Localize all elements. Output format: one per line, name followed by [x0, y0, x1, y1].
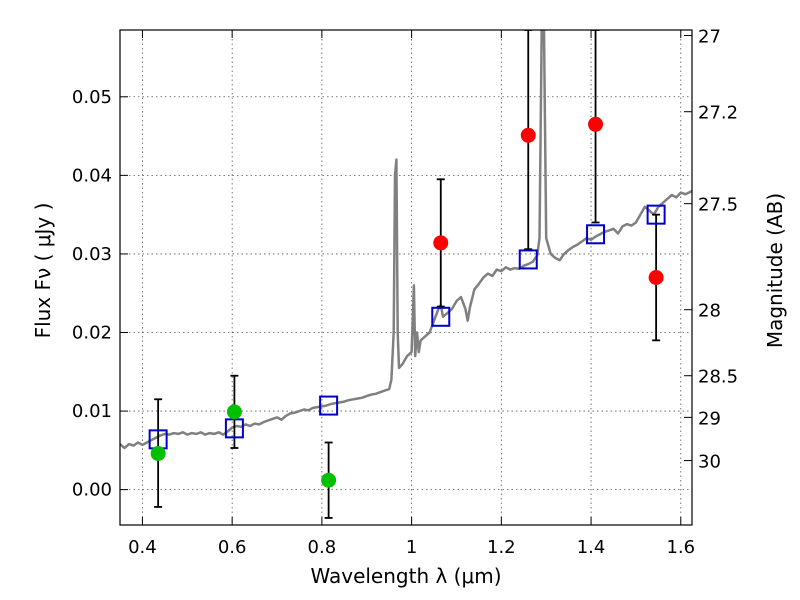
error-bars — [154, 30, 661, 519]
grid — [120, 30, 692, 525]
x-tick-label: 1 — [406, 537, 417, 558]
observed-flux-point — [150, 446, 166, 461]
y2-tick-label: 30 — [698, 452, 721, 473]
observed-flux-point — [520, 127, 536, 143]
x-tick-label: 1.4 — [577, 537, 606, 558]
y2-tick-label: 29 — [698, 408, 721, 429]
observed-flux-point — [226, 404, 242, 420]
observed-flux-point — [433, 235, 449, 251]
model-photometry-square — [431, 306, 451, 327]
x-tick-label: 1.6 — [666, 537, 695, 558]
y2-tick-label: 28 — [698, 301, 721, 322]
y-tick-label: 0.04 — [72, 165, 112, 186]
y2-tick-label: 28.5 — [698, 367, 738, 388]
model-photometry-square — [586, 224, 606, 245]
observed-flux-point — [648, 270, 664, 285]
x-axis-label: Wavelength λ (μm) — [310, 564, 501, 588]
axis-ticks: 0.4 0.6 0.8 1 1.2 1.4 1.6 0.00 0.01 0.02 0.03 0.04 0… — [72, 27, 738, 559]
y2-tick-label: 27.5 — [698, 195, 738, 216]
observed-flux-point — [588, 116, 604, 132]
y-tick-label: 0.03 — [72, 244, 112, 265]
y2-axis-label: Magnitude (AB) — [763, 193, 787, 348]
y2-tick-label: 27.2 — [698, 103, 738, 124]
model-spectrum — [120, 30, 692, 450]
y-axis-label: Flux Fν ( μJy ) — [31, 203, 55, 339]
y-tick-label: 0.01 — [72, 401, 112, 422]
x-tick-label: 1.2 — [487, 537, 516, 558]
model-photometry-square — [319, 395, 339, 416]
model-photometry-square — [518, 249, 538, 270]
x-tick-label: 0.6 — [218, 537, 247, 558]
y2-tick-label: 27 — [698, 27, 721, 48]
model-photometry-square — [646, 204, 666, 225]
observed-flux-point — [321, 472, 337, 488]
x-tick-label: 0.8 — [308, 537, 337, 558]
data-markers — [148, 116, 666, 488]
plot-frame — [119, 29, 693, 526]
y-tick-label: 0.02 — [72, 323, 112, 344]
spectrum-line — [120, 30, 692, 450]
y-tick-label: 0.00 — [72, 480, 112, 501]
y-tick-label: 0.05 — [72, 87, 112, 108]
x-tick-label: 0.4 — [128, 537, 157, 558]
